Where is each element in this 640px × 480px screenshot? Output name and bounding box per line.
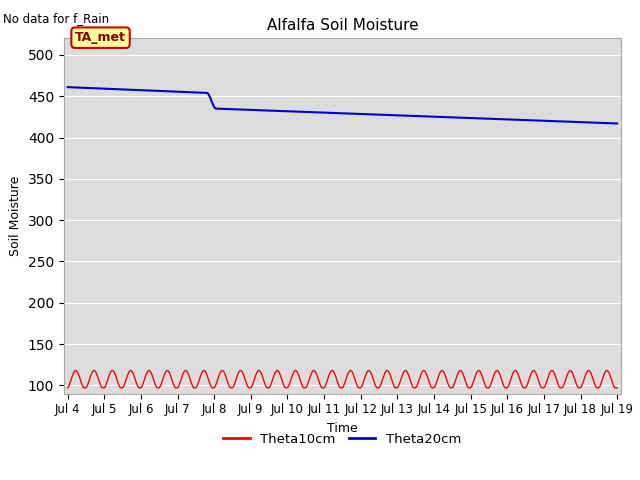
Text: No data for f_Rain: No data for f_Rain <box>3 12 109 25</box>
Legend: Theta10cm, Theta20cm: Theta10cm, Theta20cm <box>218 427 467 451</box>
Title: Alfalfa Soil Moisture: Alfalfa Soil Moisture <box>267 18 418 33</box>
X-axis label: Time: Time <box>327 422 358 435</box>
Y-axis label: Soil Moisture: Soil Moisture <box>10 176 22 256</box>
Text: TA_met: TA_met <box>75 31 126 44</box>
